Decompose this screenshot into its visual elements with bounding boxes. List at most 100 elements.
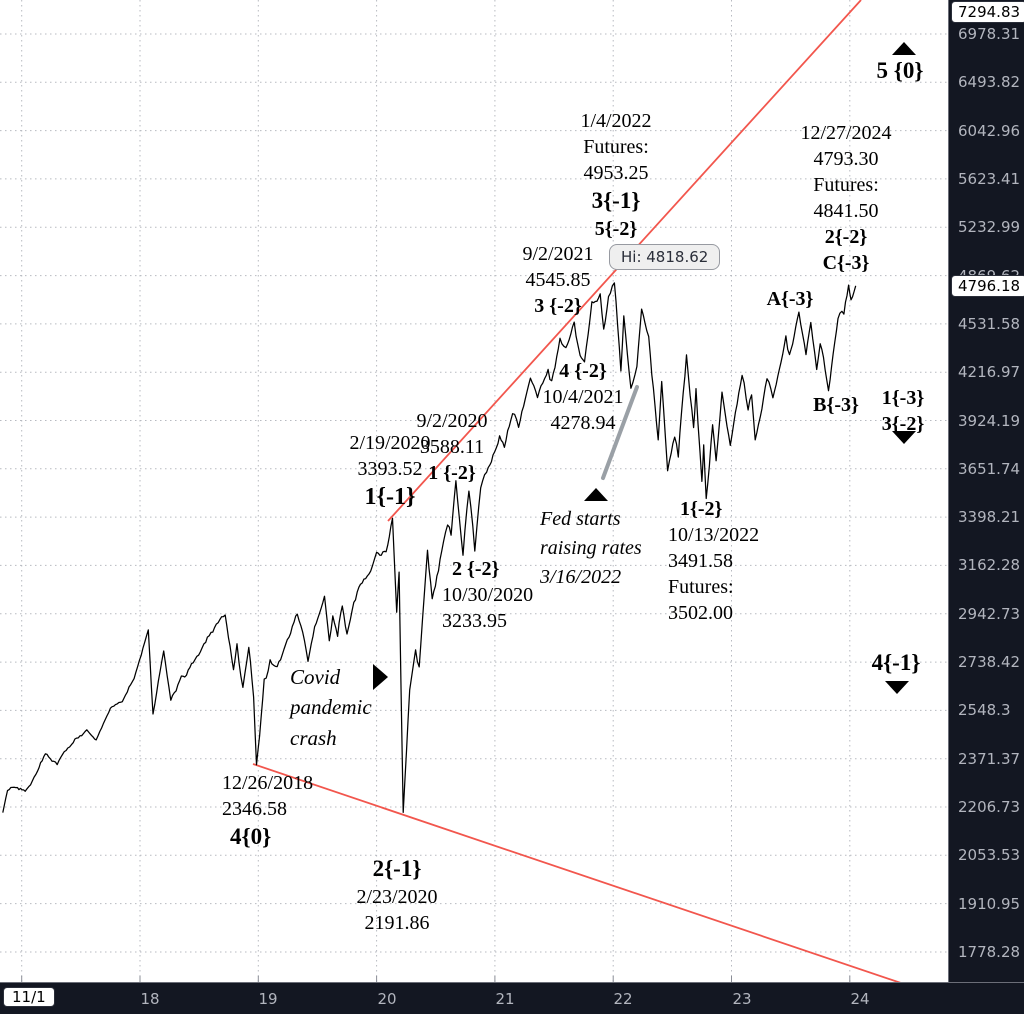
annotation-line: Futures: <box>668 576 734 598</box>
annotation-feb-2020-high: 2/19/2020 3393.52 1{-1} <box>349 430 430 513</box>
price-axis-label: 3924.19 <box>958 412 1021 430</box>
annotation-line: 3{-2} <box>881 413 925 435</box>
annotation-line: B{-3} <box>813 394 859 416</box>
annotation-line: 3491.58 <box>668 550 733 572</box>
annotation-line: 4545.85 <box>525 269 591 291</box>
price-axis-label: 2206.73 <box>958 798 1021 816</box>
annotation-line: 1{-3} <box>881 387 925 409</box>
chart-canvas[interactable]: 1/4/2022 Futures: 4953.25 3{-1} 5{-2} 9/2/202… <box>0 0 948 982</box>
time-axis-label: 21 <box>495 990 515 1008</box>
annotation-oct-2022-low: 1{-2} 10/13/2022 3491.58 Futures: 3502.00 <box>668 496 759 626</box>
price-axis-label: 1778.28 <box>958 943 1021 961</box>
annotation-line: Covid <box>290 665 341 689</box>
annotation-wave-a: A{-3} <box>767 286 814 312</box>
annotation-line: 9/2/2021 <box>522 243 594 265</box>
price-axis-label: 3162.28 <box>958 556 1021 574</box>
annotation-line: 10/13/2022 <box>668 524 760 546</box>
price-axis-label: 6493.82 <box>958 73 1021 91</box>
annotation-line: 4841.50 <box>813 200 879 222</box>
annotation-line: 12/26/2018 <box>222 772 314 794</box>
annotation-line: 1{-1} <box>364 484 416 510</box>
annotation-line: 2/23/2020 <box>356 885 438 908</box>
annotation-line: 2{-1} <box>372 856 422 881</box>
annotation-line: 3393.52 <box>357 458 423 480</box>
annotation-line: 10/30/2020 <box>442 584 534 606</box>
annotation-line: 4278.94 <box>550 412 616 434</box>
annotation-line: 3{-1} <box>591 188 641 213</box>
annotation-line: raising rates <box>540 537 642 559</box>
annotation-oct-2021-low: 4 {-2} 10/4/2021 4278.94 <box>542 358 623 436</box>
up-triangle-icon <box>892 42 916 55</box>
annotation-line: 12/27/2024 <box>800 122 892 144</box>
annotation-line: 3/16/2022 <box>540 566 622 588</box>
annotation-line: 3588.11 <box>419 436 485 458</box>
price-axis-label: 2548.3 <box>958 701 1011 719</box>
annotation-oct-2020-low: 2 {-2} 10/30/2020 3233.95 <box>442 556 533 634</box>
annotation-line: 5 {0} <box>876 58 924 83</box>
annotation-line: 4 {-2} <box>559 360 607 382</box>
price-axis-label: 6042.96 <box>958 122 1021 140</box>
annotation-line: 3502.00 <box>668 602 733 624</box>
annotation-line: 9/2/2020 <box>416 410 488 432</box>
annotation-line: 10/4/2021 <box>542 386 624 408</box>
annotation-line: 3 {-2} <box>534 295 582 317</box>
last-price-label: 4796.18 <box>951 275 1024 297</box>
annotation-line: Futures: <box>583 136 649 158</box>
annotation-line: 1/4/2022 <box>580 110 652 132</box>
time-axis-label: 24 <box>850 990 870 1008</box>
annotation-wave-b: B{-3} <box>813 392 859 418</box>
time-axis-label: 18 <box>140 990 160 1008</box>
price-axis-label: 2942.73 <box>958 605 1021 623</box>
annotation-covid-note: Covid pandemic crash <box>290 662 372 753</box>
annotation-covid-low: 2{-1} 2/23/2020 2191.86 <box>356 854 437 936</box>
annotation-line: 4{-1} <box>871 650 921 675</box>
price-chart <box>0 0 948 982</box>
annotation-wave-5-target: 5 {0} <box>877 56 924 86</box>
high-value-tooltip: Hi: 4818.62 <box>609 244 721 270</box>
annotation-line: Futures: <box>813 174 879 196</box>
annotation-line: 1{-2} <box>680 498 723 520</box>
annotation-wave-1-3: 1{-3} 3{-2} <box>882 385 924 437</box>
annotation-line: 5{-2} <box>594 217 638 240</box>
price-axis-label: 1910.95 <box>958 895 1021 913</box>
annotation-jan-2022-high: 1/4/2022 Futures: 4953.25 3{-1} 5{-2} <box>580 108 651 242</box>
annotation-line: C{-3} <box>822 252 870 274</box>
crosshair-date-label: 11/1 <box>3 987 55 1007</box>
trendline-price-label: 7294.83 <box>951 1 1024 23</box>
price-axis-label: 6978.31 <box>958 25 1021 43</box>
price-axis-label: 5232.99 <box>958 218 1021 236</box>
time-axis[interactable]: 11/1 18 19 20 21 22 23 24 <box>0 982 1024 1014</box>
price-axis-label: 2738.42 <box>958 653 1021 671</box>
time-axis-label: 19 <box>258 990 278 1008</box>
annotation-sep-2021-high: 9/2/2021 4545.85 3 {-2} <box>522 241 593 319</box>
annotation-line: 2/19/2020 <box>349 432 431 454</box>
annotation-line: A{-3} <box>766 288 814 310</box>
annotation-line: 2 {-2} <box>452 558 500 580</box>
price-axis-label: 3651.74 <box>958 460 1021 478</box>
down-triangle-icon <box>885 681 909 694</box>
annotation-dec-2024-high: 12/27/2024 4793.30 Futures: 4841.50 2{-2} C{-… <box>800 120 891 276</box>
time-axis-label: 23 <box>732 990 752 1008</box>
annotation-sep-2020-high: 9/2/2020 3588.11 1 {-2} <box>416 408 487 486</box>
annotation-line: 4953.25 <box>583 162 649 184</box>
annotation-line: crash <box>290 725 337 750</box>
annotation-line: 3233.95 <box>442 610 507 632</box>
annotation-fed-note: Fed starts raising rates 3/16/2022 <box>540 505 642 592</box>
time-axis-label: 20 <box>377 990 397 1008</box>
up-triangle-icon <box>584 488 608 501</box>
annotation-line: 2{-2} <box>824 226 868 248</box>
annotation-dec-2018-low: 12/26/2018 2346.58 4{0} <box>222 770 313 852</box>
price-axis[interactable]: 7294.83 4796.18 6978.31 6493.82 6042.96 562… <box>948 0 1024 982</box>
annotation-line: 1 {-2} <box>428 462 476 484</box>
annotation-line: pandemic <box>290 695 372 720</box>
price-axis-label: 2053.53 <box>958 846 1021 864</box>
annotation-line: 4793.30 <box>813 148 879 170</box>
price-axis-label: 2371.37 <box>958 750 1021 768</box>
annotation-wave-4-target: 4{-1} <box>872 648 921 678</box>
price-axis-label: 5623.41 <box>958 170 1021 188</box>
down-triangle-icon <box>892 431 916 444</box>
price-axis-label: 4216.97 <box>958 363 1021 381</box>
time-axis-label: 22 <box>613 990 633 1008</box>
annotation-line: Fed starts <box>540 508 621 530</box>
price-axis-label: 4531.58 <box>958 315 1021 333</box>
